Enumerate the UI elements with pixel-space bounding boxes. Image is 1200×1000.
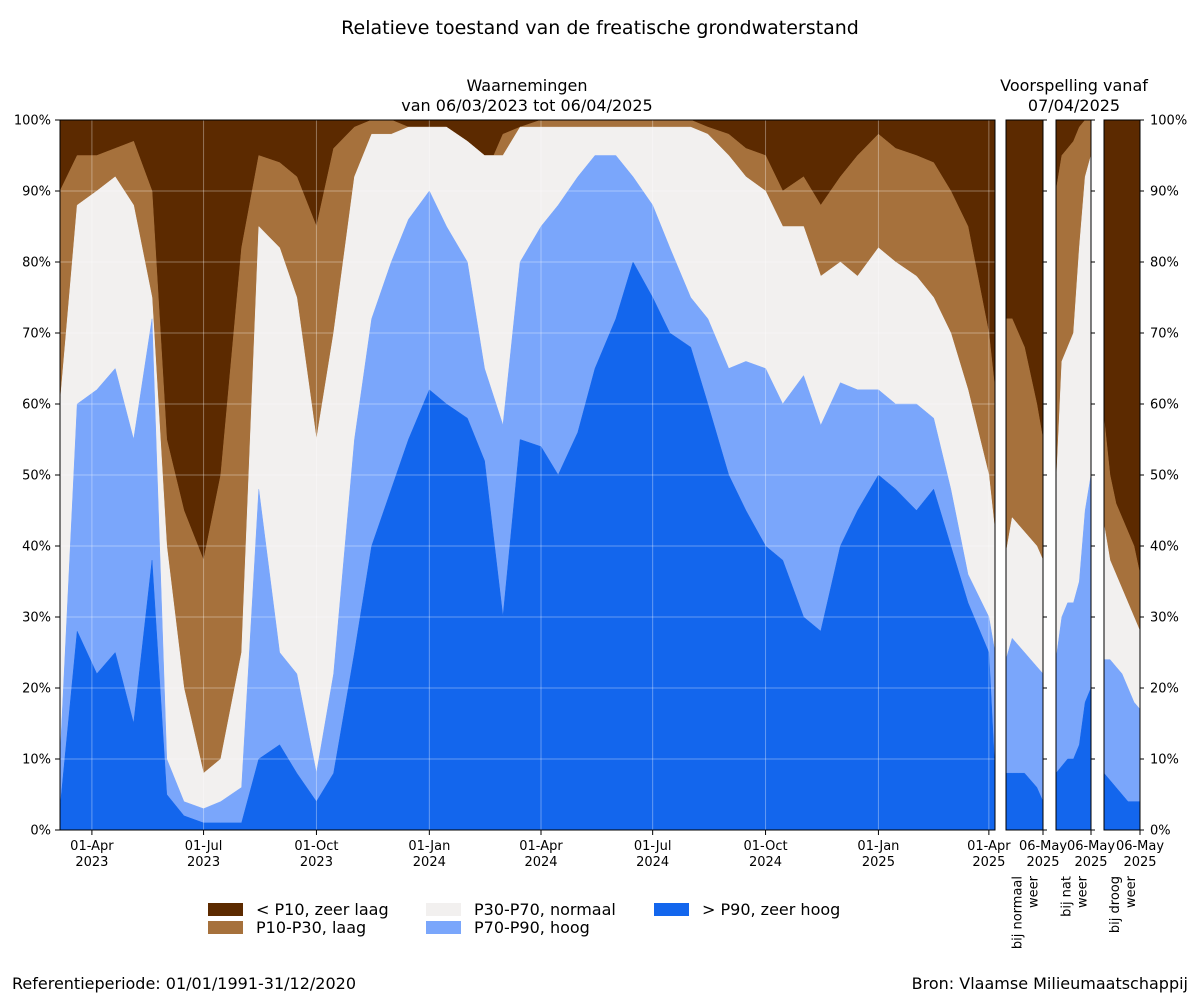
legend-label-hoog: P70-P90, hoog (474, 918, 590, 937)
right-y-tick-label: 40% (1150, 540, 1179, 555)
forecast-panel-label: bij normaal (1011, 876, 1026, 949)
y-tick-label: 90% (22, 185, 51, 200)
right-y-tick-label: 90% (1150, 185, 1179, 200)
right-y-tick-label: 60% (1150, 398, 1179, 413)
x-tick-label: 2025 (1074, 855, 1107, 870)
y-tick-label: 20% (22, 682, 51, 697)
legend-label-zeer-hoog: > P90, zeer hoog (702, 900, 841, 919)
observations-chart: 0%10%20%30%40%50%60%70%80%90%100%01-Apr2… (14, 114, 1011, 871)
x-tick-label: 01-Apr (519, 839, 563, 854)
forecast-panel-label: bij nat (1060, 876, 1075, 917)
observations-subtitle: Waarnemingen van 06/03/2023 tot 06/04/20… (360, 76, 694, 116)
legend-label-normaal: P30-P70, normaal (474, 900, 616, 919)
y-tick-label: 70% (22, 327, 51, 342)
right-y-tick-label: 50% (1150, 469, 1179, 484)
legend-swatch-normaal (426, 903, 461, 916)
observations-subtitle-line1: Waarnemingen (466, 76, 588, 95)
forecast-panel-label: bij droog (1108, 876, 1123, 933)
figure-title: Relatieve toestand van de freatische gro… (341, 17, 859, 39)
right-y-tick-label: 30% (1150, 611, 1179, 626)
x-tick-label: 06-May (1067, 839, 1115, 854)
legend-label-zeer-laag: < P10, zeer laag (256, 900, 389, 919)
x-tick-label: 01-Apr (967, 839, 1011, 854)
x-tick-label: 2024 (636, 855, 669, 870)
y-tick-label: 50% (22, 469, 51, 484)
right-y-tick-label: 100% (1150, 114, 1187, 129)
x-tick-label: 01-Jul (634, 839, 672, 854)
y-tick-label: 80% (22, 256, 51, 271)
legend-swatch-zeer-hoog (654, 903, 689, 916)
x-tick-label: 2024 (413, 855, 446, 870)
forecast-subtitle: Voorspelling vanaf 07/04/2025 (990, 76, 1158, 116)
reference-period: Referentieperiode: 01/01/1991-31/12/2020 (12, 974, 356, 993)
x-tick-label: 2024 (524, 855, 557, 870)
x-tick-label: 01-Jan (408, 839, 450, 854)
x-tick-label: 2023 (75, 855, 108, 870)
x-tick-label: 2025 (862, 855, 895, 870)
x-tick-label: 01-Apr (70, 839, 114, 854)
x-tick-label: 01-Jul (185, 839, 223, 854)
source-credit: Bron: Vlaamse Milieumaatschappij (911, 974, 1188, 993)
y-tick-label: 0% (30, 824, 51, 839)
x-tick-label: 06-May (1019, 839, 1067, 854)
legend-label-laag: P10-P30, laag (256, 918, 367, 937)
x-tick-label: 01-Oct (294, 839, 338, 854)
legend-swatch-laag (208, 921, 243, 934)
forecast-panel-label: weer (1027, 875, 1042, 908)
x-tick-label: 01-Oct (744, 839, 788, 854)
y-tick-label: 100% (14, 114, 51, 129)
right-y-tick-label: 10% (1150, 753, 1179, 768)
y-tick-label: 30% (22, 611, 51, 626)
x-tick-label: 2025 (972, 855, 1005, 870)
x-tick-label: 01-Jan (857, 839, 899, 854)
right-y-tick-label: 0% (1150, 824, 1171, 839)
right-y-tick-label: 80% (1150, 256, 1179, 271)
right-y-tick-label: 70% (1150, 327, 1179, 342)
legend-swatch-zeer-laag (208, 903, 243, 916)
legend-swatch-hoog (426, 921, 461, 934)
observations-subtitle-line2: van 06/03/2023 tot 06/04/2025 (401, 96, 653, 115)
y-tick-label: 60% (22, 398, 51, 413)
x-tick-label: 2025 (1123, 855, 1156, 870)
forecast-subtitle-line1: Voorspelling vanaf (1000, 76, 1148, 95)
observations-frame (59, 119, 996, 831)
forecast-panel-label: weer (1076, 875, 1091, 908)
x-tick-label: 2023 (300, 855, 333, 870)
right-y-tick-label: 20% (1150, 682, 1179, 697)
forecast-subtitle-line2: 07/04/2025 (1027, 96, 1121, 115)
forecast-panel-label: weer (1124, 875, 1139, 908)
x-tick-label: 2025 (1026, 855, 1059, 870)
x-tick-label: 06-May (1116, 839, 1164, 854)
x-tick-label: 2024 (749, 855, 782, 870)
x-tick-label: 2023 (187, 855, 220, 870)
y-tick-label: 40% (22, 540, 51, 555)
y-tick-label: 10% (22, 753, 51, 768)
